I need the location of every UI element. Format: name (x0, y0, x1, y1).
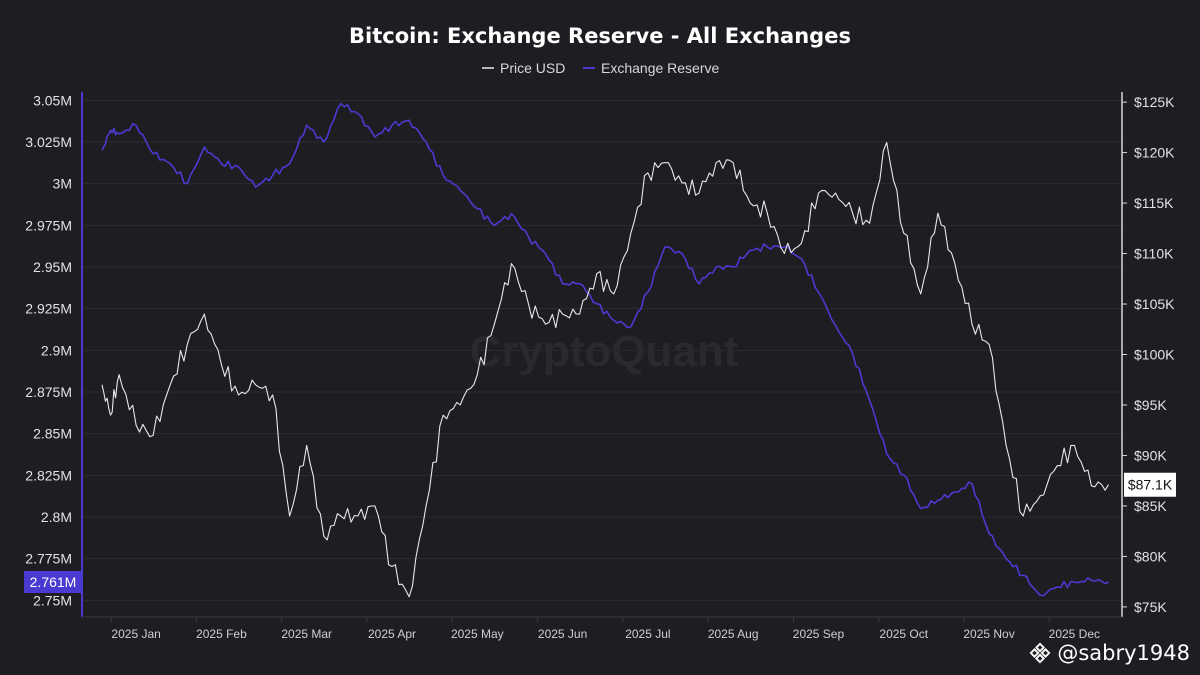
current-price-badge: $87.1K (1124, 472, 1176, 497)
left-tick-label: 2.875M (25, 384, 72, 400)
left-tick-label: 3.025M (25, 134, 72, 150)
current-reserve-badge-box (24, 571, 82, 593)
x-tick-label: 2025 Jan (111, 627, 160, 641)
left-tick-label: 2.85M (33, 426, 72, 442)
x-axis: 2025 Jan 2025 Feb 2025 Mar 2025 Apr 2025 May… (110, 617, 1100, 641)
right-tick-label: $110K (1134, 246, 1174, 262)
x-tick-label: 2025 Mar (281, 627, 332, 641)
x-tick-label: 2025 Feb (196, 627, 247, 641)
left-tick-label: 2.775M (25, 551, 72, 567)
current-reserve-badge: 2.761M (24, 571, 82, 593)
right-tick-label: $125K (1134, 94, 1175, 110)
left-tick-label: 2.825M (25, 467, 72, 483)
right-tick-label: $80K (1134, 548, 1167, 564)
current-price-badge-label: $87.1K (1128, 477, 1173, 493)
x-tick-label: 2025 May (451, 627, 504, 641)
right-y-axis: $75K $80K $85K $90K $95K $100K $105K $110K $115K… (1122, 94, 1175, 615)
x-tick-label: 2025 Nov (963, 627, 1014, 641)
x-tick-label: 2025 Dec (1049, 627, 1100, 641)
right-tick-label: $75K (1134, 599, 1167, 615)
chart-title: Bitcoin: Exchange Reserve - All Exchange… (349, 24, 851, 48)
left-tick-label: 2.975M (25, 217, 72, 233)
watermark: CryptoQuant (470, 327, 739, 376)
right-tick-label: $115K (1134, 195, 1174, 211)
right-tick-label: $100K (1134, 347, 1175, 363)
x-tick-label: 2025 Jul (625, 627, 670, 641)
legend-label-reserve: Exchange Reserve (601, 60, 720, 76)
series-line-price-usd (101, 141, 1109, 598)
left-tick-label: 3.05M (33, 92, 72, 108)
diamond-logo-icon (1029, 642, 1051, 664)
legend: Price USD Exchange Reserve (482, 60, 720, 76)
left-tick-label: 2.95M (33, 259, 72, 275)
grid (82, 99, 1122, 601)
right-tick-label: $120K (1134, 145, 1175, 161)
series-line-exchange-reserve (101, 102, 1109, 597)
footer-handle: @sabry1948 (1029, 641, 1190, 665)
x-tick-label: 2025 Aug (708, 627, 759, 641)
right-tick-label: $95K (1134, 397, 1167, 413)
x-tick-label: 2025 Apr (368, 627, 416, 641)
current-reserve-badge-label: 2.761M (30, 574, 77, 590)
left-tick-label: 3M (53, 176, 72, 192)
legend-label-price: Price USD (500, 60, 565, 76)
right-tick-label: $85K (1134, 498, 1167, 514)
x-tick-label: 2025 Oct (879, 627, 928, 641)
right-tick-label: $105K (1134, 296, 1175, 312)
current-price-badge-box (1124, 472, 1176, 497)
left-tick-label: 2.8M (41, 509, 72, 525)
x-tick-label: 2025 Jun (538, 627, 587, 641)
left-y-axis: 2.75M 2.775M 2.8M 2.825M 2.85M 2.875M 2.9M 2.92… (25, 92, 72, 608)
left-tick-label: 2.925M (25, 301, 72, 317)
x-tick-label: 2025 Sep (793, 627, 845, 641)
footer-handle-text: @sabry1948 (1057, 641, 1190, 665)
left-tick-label: 2.75M (33, 592, 72, 608)
right-tick-label: $90K (1134, 447, 1167, 463)
left-tick-label: 2.9M (41, 342, 72, 358)
